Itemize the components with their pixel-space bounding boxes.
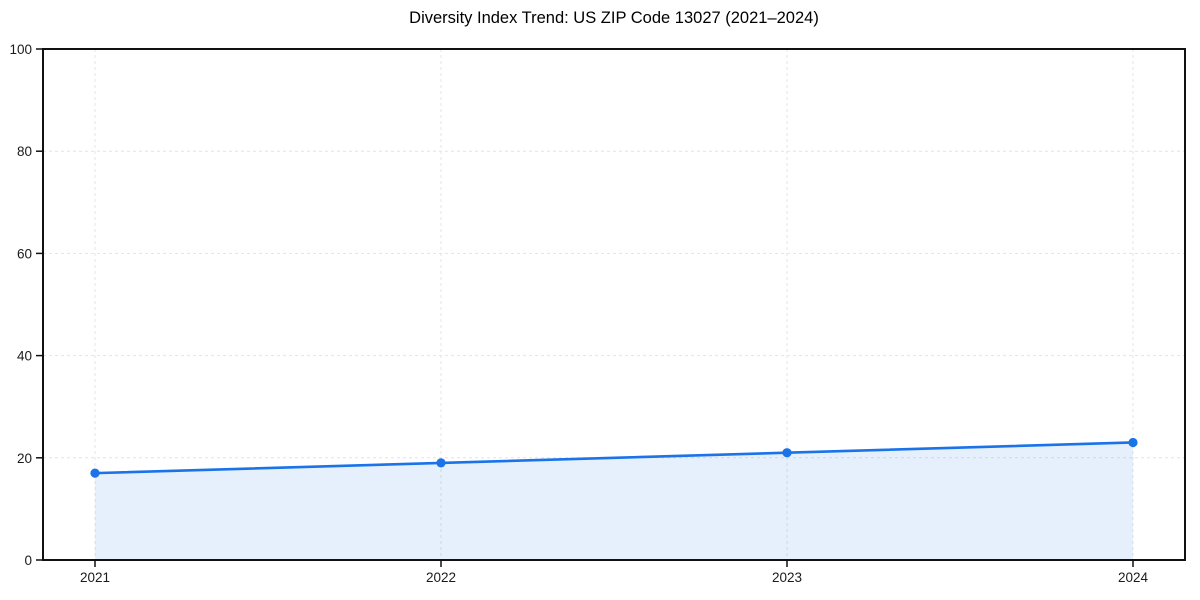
y-tick-label: 20 — [17, 451, 32, 466]
data-point — [1128, 437, 1138, 448]
data-point — [436, 458, 446, 468]
y-tick-label: 80 — [17, 144, 32, 159]
y-tick-label: 0 — [24, 553, 32, 568]
x-tick-label: 2023 — [772, 570, 802, 585]
plot-border — [42, 48, 1186, 561]
trend-line — [93, 441, 1135, 475]
chart-title: Diversity Index Trend: US ZIP Code 13027… — [409, 9, 819, 27]
y-tick-label: 40 — [17, 349, 32, 364]
x-tick-label: 2021 — [80, 570, 110, 585]
x-tick-label: 2024 — [1118, 570, 1149, 585]
x-tick-label: 2022 — [426, 570, 456, 585]
data-point — [782, 448, 792, 458]
y-tick-label: 60 — [17, 246, 32, 261]
y-tick-label: 100 — [9, 42, 32, 57]
data-point — [90, 468, 100, 478]
area-fill — [95, 442, 1133, 560]
